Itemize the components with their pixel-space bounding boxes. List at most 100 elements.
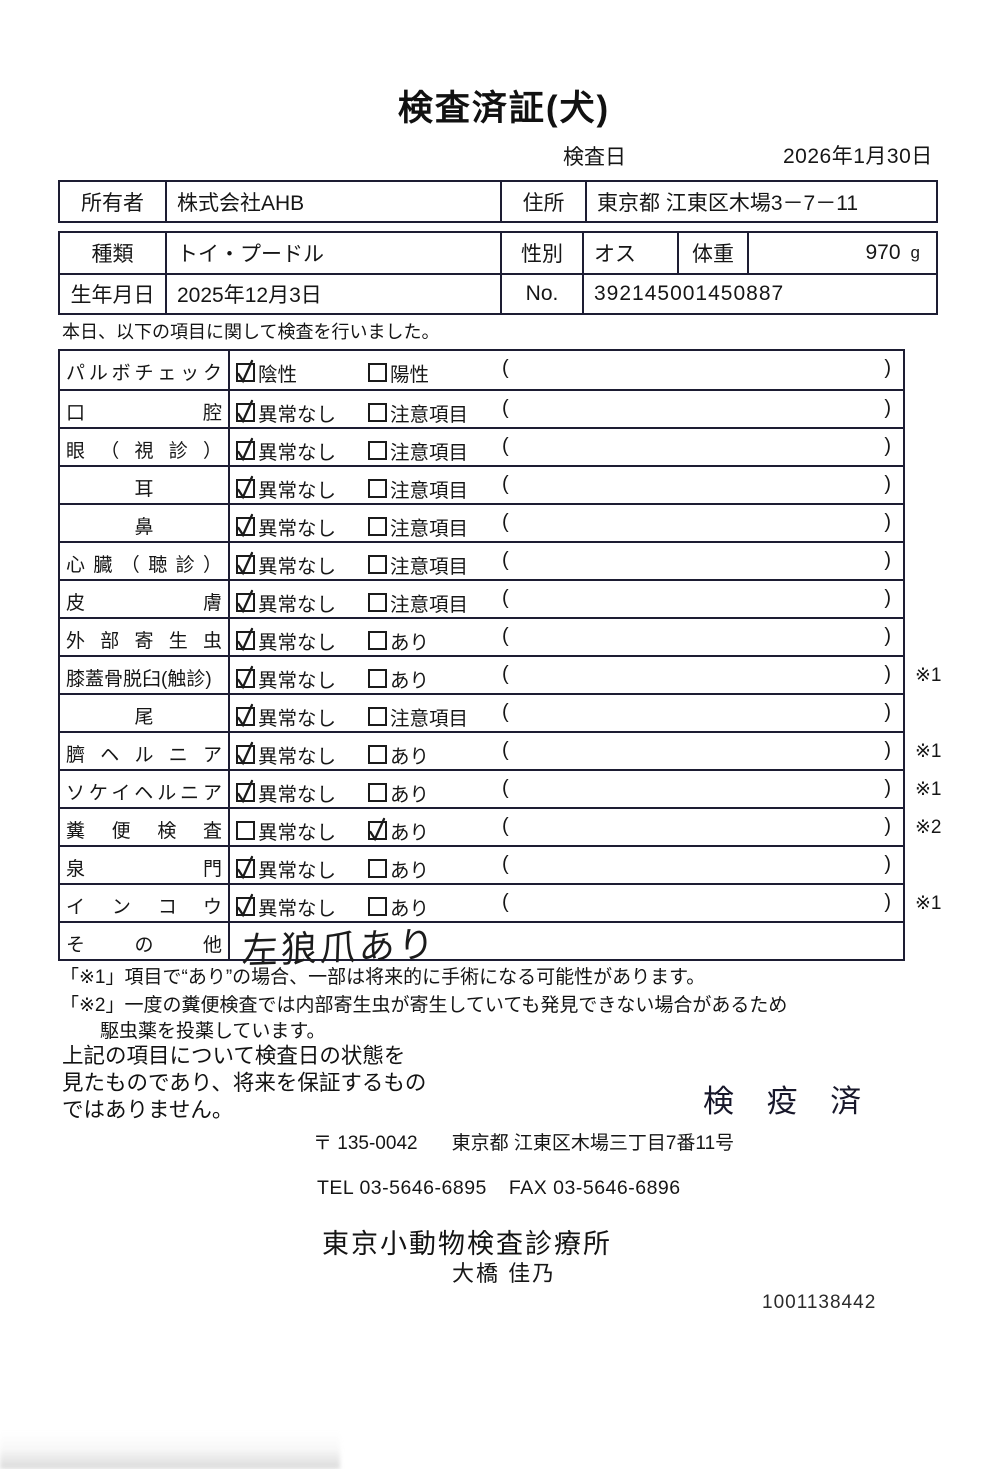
footnote-2: 「※2」一度の糞便検査では内部寄生虫が寄生していても発見できない場合があるため <box>60 995 788 1016</box>
option-1-label: 異常なし <box>258 442 337 464</box>
option-2-label: あり <box>390 860 430 882</box>
quarantine-passed-stamp: 検 疫 済 <box>703 1084 874 1119</box>
option-2-label: 注意項目 <box>390 518 469 540</box>
remark-paren-open: ( <box>502 511 509 533</box>
option-2: あり <box>368 778 429 807</box>
sex-label: 性別 <box>500 233 582 273</box>
checklist-item-content: 異常なし あり ( ) ※1 <box>230 771 942 807</box>
breed-label: 種類 <box>91 243 134 266</box>
checkbox-option-2 <box>368 817 387 842</box>
remark-paren-open: ( <box>502 549 509 571</box>
checkbox-option-2 <box>368 783 387 802</box>
option-1: 異常なし <box>236 474 336 503</box>
checkbox-option-1 <box>236 589 255 614</box>
checklist-item-label: その他 <box>60 923 230 959</box>
option-1-label: 異常なし <box>258 746 337 768</box>
checklist-item-content: 異常なし あり ( ) <box>230 847 903 883</box>
remark-paren-open: ( <box>502 397 509 419</box>
option-2: あり <box>368 854 429 883</box>
option-2-label: あり <box>390 898 430 920</box>
breed-value: トイ・プードル <box>165 233 500 273</box>
pet-table: 種類 トイ・プードル 性別 オス 体重 970 g 生年月日 2025年12月3… <box>58 231 938 315</box>
remark-paren-close: ) <box>884 511 891 533</box>
checklist-item-label: ソケイヘルニア <box>60 771 230 807</box>
footnote-ref: ※1 <box>915 665 942 686</box>
option-2: 注意項目 <box>368 702 468 731</box>
address-label: 住所 <box>500 182 585 221</box>
checklist-row: 膝蓋骨脱臼(触診) 異常なし あり ( ) ※1 <box>60 655 942 693</box>
disclaimer-line-1: 上記の項目について検査日の状態を <box>62 1044 406 1068</box>
intro-text: 本日、以下の項目に関して検査を行いました。 <box>62 322 440 342</box>
option-2: 陽性 <box>368 358 429 387</box>
checklist-item-content: 異常なし 注意項目 ( ) <box>230 543 903 579</box>
checklist-row: 口腔 異常なし 注意項目 ( ) <box>60 389 903 427</box>
scan-smudge <box>0 1432 340 1469</box>
checkbox-option-2 <box>368 859 387 878</box>
option-2-label: 注意項目 <box>390 594 469 616</box>
remark-paren-open: ( <box>502 357 509 379</box>
checkbox-option-1 <box>236 779 255 804</box>
remark-paren-close: ) <box>884 815 891 837</box>
remark-paren-close: ) <box>884 357 891 379</box>
checkbox-option-1 <box>236 627 255 652</box>
weight-label: 体重 <box>677 233 747 273</box>
option-1: 異常なし <box>236 588 336 617</box>
checkbox-option-2 <box>368 441 387 460</box>
checklist-row: 外部寄生虫 異常なし あり ( ) <box>60 617 903 655</box>
option-1-label: 異常なし <box>258 632 337 654</box>
tel-fax-line: TEL 03-5646-6895 FAX 03-5646-6896 <box>317 1177 681 1200</box>
remark-paren-close: ) <box>884 549 891 571</box>
checklist-table: パルボチェック 陰性 陽性 ( ) 口腔 異常なし <box>58 349 942 971</box>
remark-paren-close: ) <box>884 397 891 419</box>
option-1: 異常なし <box>236 512 336 541</box>
checklist-item-label: 糞便検査 <box>60 809 230 845</box>
checkbox-option-1 <box>236 551 255 576</box>
checklist-item-content: 異常なし あり ( ) ※2 <box>230 809 942 845</box>
disclaimer-line-3: ではありません。 <box>62 1098 234 1122</box>
checklist-row: パルボチェック 陰性 陽性 ( ) <box>60 351 903 389</box>
no-label: No. <box>500 273 582 313</box>
checklist-row: 尾 異常なし 注意項目 ( ) <box>60 693 903 731</box>
option-1-label: 異常なし <box>258 784 337 806</box>
checklist-row: その他 左狼爪あり <box>60 921 903 971</box>
checklist-item-label: 臍ヘルニア <box>60 733 230 769</box>
remark-paren-close: ) <box>884 473 891 495</box>
checklist-row: 皮膚 異常なし 注意項目 ( ) <box>60 579 903 617</box>
checkbox-option-2 <box>368 593 387 612</box>
checkbox-option-1 <box>236 703 255 728</box>
checklist-item-label: 皮膚 <box>60 581 230 617</box>
option-2-label: あり <box>390 822 430 844</box>
sex-value: オス <box>582 233 677 273</box>
checklist-item-content: 異常なし 注意項目 ( ) <box>230 429 903 465</box>
option-1: 異常なし <box>236 740 336 769</box>
checklist-row: 糞便検査 異常なし あり ( ) ※2 <box>60 807 942 845</box>
option-1: 異常なし <box>236 778 336 807</box>
remark-paren-open: ( <box>502 663 509 685</box>
checklist-row: ソケイヘルニア 異常なし あり ( ) ※1 <box>60 769 942 807</box>
option-1-label: 異常なし <box>258 556 337 578</box>
remark-paren-close: ) <box>884 853 891 875</box>
checkbox-option-1 <box>236 513 255 538</box>
option-1-label: 異常なし <box>258 480 337 502</box>
checklist-item-label: 膝蓋骨脱臼(触診) <box>60 657 230 693</box>
remark-paren-close: ) <box>884 739 891 761</box>
option-1: 異常なし <box>236 854 336 883</box>
checklist-item-content: 異常なし 注意項目 ( ) <box>230 391 903 427</box>
option-1: 陰性 <box>236 358 297 387</box>
checklist-item-content: 異常なし あり ( ) <box>230 619 903 655</box>
checklist-row: 眼（視診） 異常なし 注意項目 ( ) <box>60 427 903 465</box>
option-2: 注意項目 <box>368 398 468 427</box>
owner-value: 株式会社AHB <box>165 182 500 221</box>
remark-paren-open: ( <box>502 853 509 875</box>
checklist-row: 耳 異常なし 注意項目 ( ) <box>60 465 903 503</box>
option-2-label: あり <box>390 746 430 768</box>
option-1: 異常なし <box>236 702 336 731</box>
footnote-1: 「※1」項目で“あり”の場合、一部は将来的に手術になる可能性があります。 <box>60 967 706 988</box>
disclaimer-line-2: 見たものであり、将来を保証するもの <box>62 1071 427 1095</box>
postal-code: 〒 135-0042 <box>313 1133 418 1154</box>
option-2-label: 注意項目 <box>390 404 469 426</box>
checkbox-option-1 <box>236 893 255 918</box>
office-address-line: 〒 135-0042 東京都 江東区木場三丁目7番11号 <box>313 1128 734 1155</box>
weight-value: 970 g <box>747 233 936 273</box>
